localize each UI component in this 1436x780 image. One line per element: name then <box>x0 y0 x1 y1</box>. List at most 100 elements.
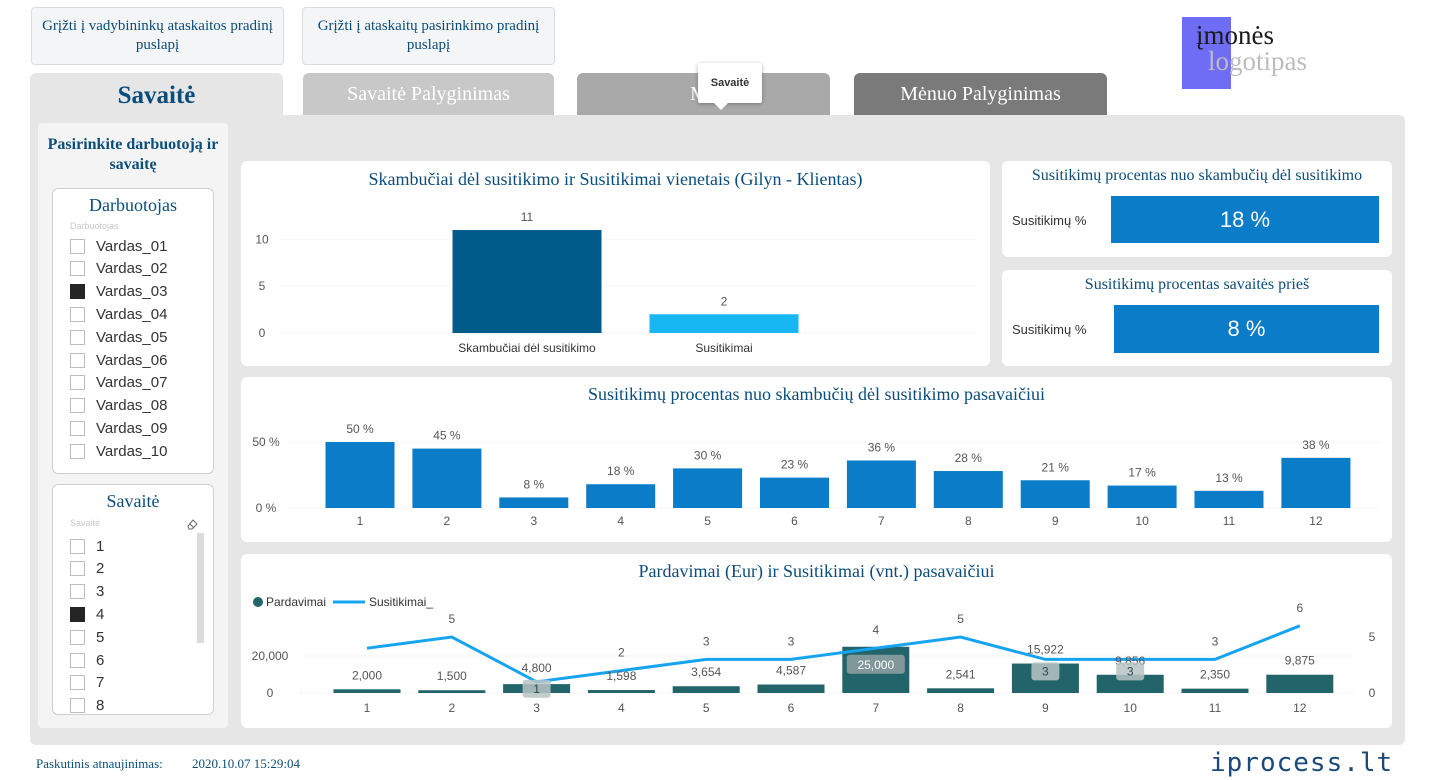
sales-data-label: 3,654 <box>691 665 721 679</box>
week-item[interactable]: 7 <box>70 672 104 694</box>
x-tick-label: 2 <box>444 514 451 528</box>
back-to-managers-report-button[interactable]: Grįžti į vadybininkų ataskaitos pradinį … <box>31 7 284 65</box>
sales-data-label: 15,922 <box>1027 643 1064 657</box>
checkbox[interactable] <box>70 443 85 459</box>
employee-item[interactable]: Vardas_04 <box>70 303 167 325</box>
eraser-icon[interactable] <box>186 517 198 530</box>
sales-meetings-card: Pardavimai (Eur) ir Susitikimai (vnt.) p… <box>241 554 1392 728</box>
sales-data-label: 25,000 <box>857 658 894 672</box>
tab-week[interactable]: Savaitė <box>30 73 283 118</box>
y-tick-label: 0 % <box>256 501 277 515</box>
data-label: 36 % <box>868 440 896 454</box>
checkbox[interactable] <box>70 561 85 577</box>
bar <box>586 484 656 508</box>
calls-meetings-card: Skambučiai dėl susitikimo ir Susitikimai… <box>241 161 990 366</box>
checkbox[interactable] <box>70 652 85 668</box>
checkbox[interactable] <box>70 629 85 645</box>
checkbox[interactable] <box>70 306 85 322</box>
checkbox[interactable] <box>70 420 85 436</box>
checkbox[interactable] <box>70 398 85 414</box>
logo-text-line2: logotipas <box>1208 46 1307 76</box>
meetings-data-label: 1 <box>533 682 540 696</box>
checkbox[interactable] <box>70 675 85 691</box>
x-tick-label: 11 <box>1209 701 1222 715</box>
employee-item-label: Vardas_04 <box>96 305 168 323</box>
employee-item[interactable]: Vardas_03 <box>70 281 167 303</box>
week-item[interactable]: 5 <box>70 626 104 648</box>
meetings-data-label: 5 <box>448 612 455 626</box>
week-item[interactable]: 1 <box>70 535 104 557</box>
checkbox[interactable] <box>70 375 85 391</box>
employee-item-label: Vardas_06 <box>96 351 168 369</box>
employee-item[interactable]: Vardas_09 <box>70 417 167 439</box>
week-item[interactable]: 6 <box>70 649 104 671</box>
checkbox[interactable] <box>70 606 85 622</box>
sales-data-label: 9,875 <box>1285 654 1315 668</box>
week-item-label: 6 <box>96 651 105 669</box>
week-item-label: 5 <box>96 628 105 646</box>
data-label-box <box>1031 662 1060 681</box>
bar <box>1281 457 1351 508</box>
week-item[interactable]: 3 <box>70 581 104 603</box>
employee-item-label: Vardas_01 <box>96 237 168 255</box>
meeting-percent-label: Susitikimų % <box>1012 213 1087 228</box>
weekly-meeting-percent-card: Susitikimų procentas nuo skambučių dėl s… <box>241 377 1392 542</box>
checkbox[interactable] <box>70 261 85 277</box>
employee-item[interactable]: Vardas_05 <box>70 326 167 348</box>
employee-slicer: Darbuotojas Darbuotojas Vardas_01 Vardas_… <box>52 188 214 474</box>
tab-month-comparison[interactable]: Mėnuo Palyginimas <box>854 73 1107 115</box>
checkbox[interactable] <box>70 698 85 714</box>
x-tick-label: 4 <box>617 514 624 528</box>
x-tick-label: Skambučiai dėl susitikimo <box>458 341 596 355</box>
data-label: 2 <box>721 294 728 308</box>
x-tick-label: 12 <box>1293 701 1307 715</box>
week-item-label: 2 <box>96 560 105 578</box>
x-tick-label: 10 <box>1124 701 1138 715</box>
checkbox[interactable] <box>70 352 85 368</box>
tab-week-comparison[interactable]: Savaitė Palyginimas <box>303 73 554 115</box>
employee-item[interactable]: Vardas_07 <box>70 372 167 394</box>
data-label: 21 % <box>1042 460 1070 474</box>
bar <box>933 471 1003 508</box>
checkbox[interactable] <box>70 584 85 600</box>
bar <box>846 460 916 508</box>
employee-item[interactable]: Vardas_02 <box>70 258 167 280</box>
week-item[interactable]: 4 <box>70 603 104 625</box>
meeting-percent-prev-card: Susitikimų procentas savaitės prieš Susi… <box>1002 270 1392 366</box>
x-tick-label: 2 <box>448 701 455 715</box>
meetings-line <box>366 624 1301 684</box>
meetings-data-label: 5 <box>957 612 964 626</box>
employee-item[interactable]: Vardas_08 <box>70 395 167 417</box>
brand-logo: iprocess.lt <box>1210 748 1394 778</box>
checkbox[interactable] <box>70 238 85 254</box>
bar <box>927 688 995 693</box>
x-tick-label: 10 <box>1135 514 1149 528</box>
employee-slicer-title: Darbuotojas <box>89 195 177 215</box>
employee-item[interactable]: Vardas_06 <box>70 349 167 371</box>
week-item[interactable]: 8 <box>70 695 105 715</box>
data-label: 13 % <box>1215 471 1243 485</box>
bar <box>1194 490 1264 508</box>
y-tick-label: 0 <box>259 326 266 340</box>
meeting-percent-title: Susitikimų procentas nuo skambučių dėl s… <box>1031 167 1363 184</box>
data-label: 8 % <box>523 477 544 491</box>
bar <box>333 689 401 693</box>
checkbox[interactable] <box>70 538 85 554</box>
week-item[interactable]: 2 <box>70 558 104 580</box>
employee-item[interactable]: Vardas_10 <box>70 440 167 462</box>
checkbox[interactable] <box>70 329 85 345</box>
meetings-data-label: 3 <box>1127 664 1134 678</box>
meetings-data-label: 3 <box>703 634 710 648</box>
back-to-report-selection-button[interactable]: Grįžti į ataskaitų pasirinkimo pradinį p… <box>302 7 555 65</box>
week-item-label: 8 <box>96 697 105 715</box>
data-label: 50 % <box>346 422 374 436</box>
meetings-data-label: 6 <box>1296 601 1303 615</box>
week-slicer-scrollbar[interactable] <box>197 533 204 643</box>
tab-tooltip: Savaitė <box>698 63 762 110</box>
bar <box>760 477 829 508</box>
meetings-data-label: 2 <box>618 646 625 660</box>
employee-item[interactable]: Vardas_01 <box>70 235 167 257</box>
x-tick-label: Susitikimai <box>695 341 752 355</box>
checkbox[interactable] <box>70 284 85 300</box>
